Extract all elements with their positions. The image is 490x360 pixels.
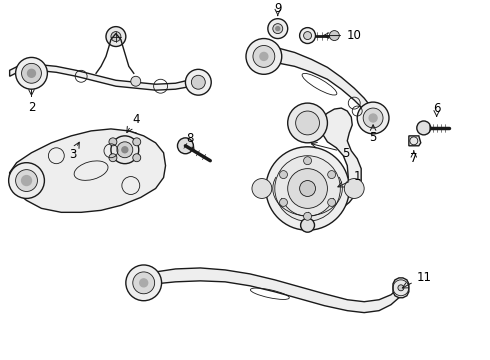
Text: 6: 6	[433, 102, 441, 114]
Circle shape	[328, 171, 336, 179]
Circle shape	[252, 179, 272, 198]
Text: 9: 9	[274, 2, 282, 15]
Circle shape	[398, 285, 404, 291]
Circle shape	[279, 171, 288, 179]
Text: 10: 10	[347, 29, 362, 42]
Circle shape	[288, 168, 327, 208]
Polygon shape	[264, 48, 373, 121]
Circle shape	[27, 69, 35, 77]
Polygon shape	[141, 268, 403, 312]
Circle shape	[131, 76, 141, 86]
Circle shape	[304, 157, 312, 165]
Circle shape	[106, 27, 126, 46]
Circle shape	[275, 156, 341, 221]
Circle shape	[16, 57, 48, 89]
Circle shape	[268, 19, 288, 39]
Circle shape	[22, 176, 31, 185]
Text: 2: 2	[28, 100, 35, 113]
Circle shape	[16, 170, 37, 192]
Circle shape	[304, 32, 312, 40]
Polygon shape	[101, 131, 148, 168]
Circle shape	[288, 103, 327, 143]
Polygon shape	[409, 136, 421, 146]
Circle shape	[363, 108, 383, 128]
Circle shape	[260, 53, 268, 60]
Circle shape	[133, 154, 141, 162]
Text: 5: 5	[369, 131, 377, 144]
Circle shape	[246, 39, 282, 74]
Circle shape	[126, 265, 162, 301]
Circle shape	[299, 181, 316, 197]
Circle shape	[253, 45, 275, 67]
Circle shape	[266, 147, 349, 230]
Text: 3: 3	[70, 148, 77, 161]
Circle shape	[279, 198, 288, 206]
Circle shape	[22, 63, 42, 83]
Circle shape	[109, 138, 117, 146]
Text: 5: 5	[343, 147, 350, 160]
Circle shape	[109, 154, 117, 162]
Text: 1: 1	[353, 170, 361, 183]
Circle shape	[295, 111, 319, 135]
Circle shape	[111, 136, 139, 164]
Circle shape	[329, 31, 340, 41]
Circle shape	[133, 272, 155, 294]
Circle shape	[117, 142, 133, 158]
Circle shape	[357, 102, 389, 134]
Circle shape	[140, 279, 147, 287]
Circle shape	[328, 198, 336, 206]
Text: 11: 11	[416, 271, 431, 284]
Circle shape	[273, 24, 283, 33]
Text: 8: 8	[187, 132, 194, 145]
Circle shape	[177, 138, 194, 154]
Circle shape	[122, 147, 128, 153]
Circle shape	[369, 114, 377, 122]
Polygon shape	[10, 129, 166, 212]
Circle shape	[417, 121, 431, 135]
Circle shape	[300, 218, 315, 232]
Circle shape	[133, 138, 141, 146]
Polygon shape	[10, 64, 200, 90]
Polygon shape	[258, 108, 361, 214]
Circle shape	[299, 28, 316, 44]
Text: 7: 7	[410, 152, 417, 165]
Circle shape	[304, 212, 312, 220]
Circle shape	[276, 27, 280, 31]
Circle shape	[192, 75, 205, 89]
Circle shape	[185, 69, 211, 95]
Text: 4: 4	[132, 113, 140, 126]
Circle shape	[344, 179, 364, 198]
Circle shape	[111, 32, 121, 41]
Circle shape	[9, 163, 45, 198]
Polygon shape	[393, 278, 409, 298]
